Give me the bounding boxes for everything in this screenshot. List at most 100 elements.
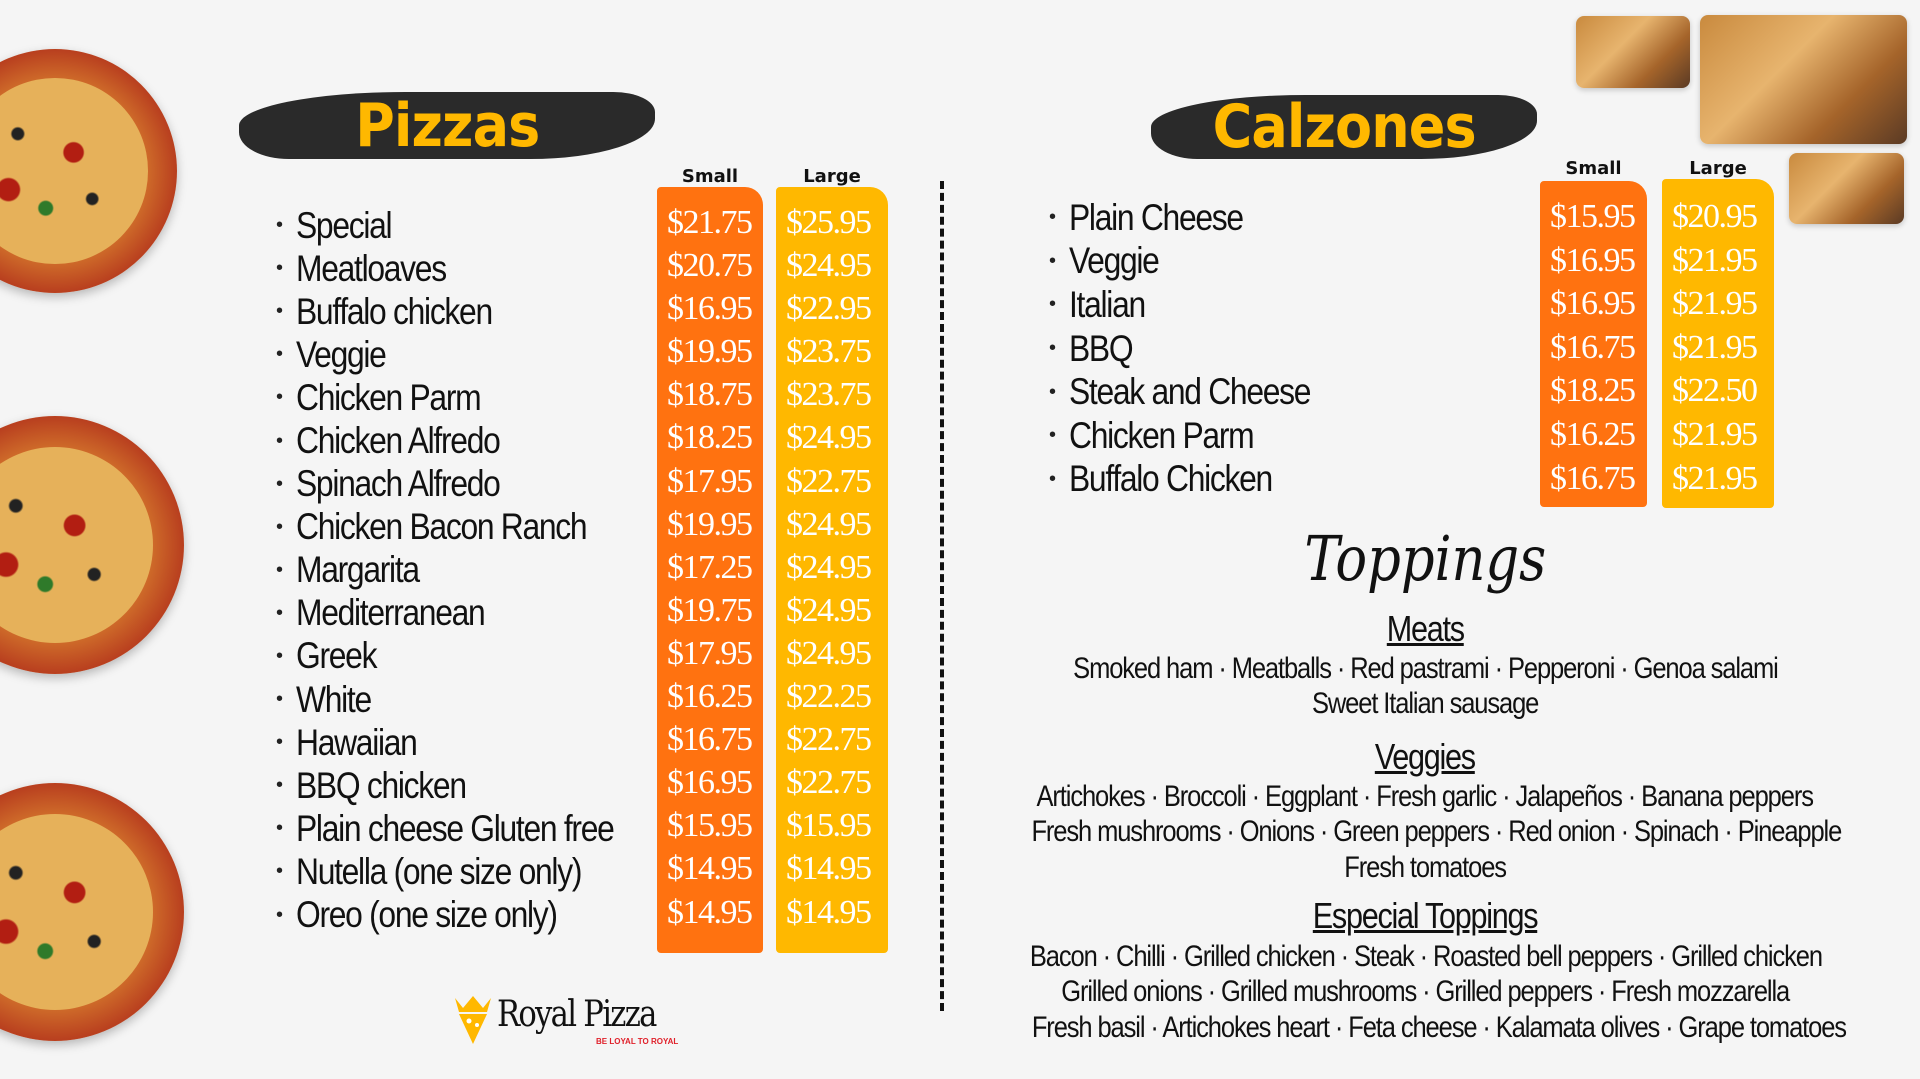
small-price: $19.95 <box>667 505 753 543</box>
calzones-title: Calzones <box>1212 92 1476 162</box>
large-price: $20.95 <box>1672 198 1758 235</box>
pizzas-title: Pizzas <box>354 90 540 161</box>
small-price: $19.75 <box>667 591 753 629</box>
menu-item: • White <box>276 678 665 721</box>
large-price: $22.95 <box>786 290 872 328</box>
veggies-line: Artichokes · Broccoli · Eggplant · Fresh… <box>1036 780 1814 813</box>
menu-item: • Special <box>276 204 665 247</box>
bullet-icon: • <box>1049 337 1057 360</box>
menu-item: • Meatloaves <box>276 247 665 290</box>
large-price: $24.95 <box>786 419 872 457</box>
bullet-icon: • <box>276 343 284 366</box>
small-price: $16.95 <box>667 290 753 328</box>
menu-item: • Chicken Parm <box>276 376 665 419</box>
pizza-list: • Special • Meatloaves • Buffalo chicken • Vegg… <box>276 204 665 937</box>
calzone-list: • Plain Cheese • Veggie • Italian • BBQ • Steak a… <box>1049 196 1349 501</box>
bullet-icon: • <box>276 860 284 883</box>
bullet-icon: • <box>276 386 284 409</box>
small-price: $18.25 <box>667 419 753 457</box>
large-price: $21.95 <box>1672 285 1758 323</box>
especial-line: Grilled onions · Grilled mushrooms · Gri… <box>1061 975 1790 1008</box>
small-price: $16.95 <box>1550 241 1636 279</box>
veggies-heading-wrap: Veggies <box>960 736 1890 778</box>
bullet-icon: • <box>276 817 284 840</box>
menu-item: • Veggie <box>276 333 665 376</box>
small-price: $17.95 <box>667 634 753 672</box>
bullet-icon: • <box>276 257 284 280</box>
item-name: Buffalo Chicken <box>1069 458 1273 500</box>
large-price: $22.75 <box>786 721 872 759</box>
crown-pizza-slice-icon <box>455 996 491 1044</box>
item-name: Meatloaves <box>296 247 447 289</box>
menu-item: • Chicken Parm <box>1049 414 1349 458</box>
menu-item: • Buffalo chicken <box>276 290 665 333</box>
bullet-icon: • <box>276 774 284 797</box>
large-price: $22.50 <box>1672 372 1758 410</box>
bullet-icon: • <box>276 644 284 667</box>
large-price: $24.95 <box>786 505 872 543</box>
large-price: $25.95 <box>786 204 872 241</box>
calzone-photo <box>1700 15 1907 144</box>
calzones-small-header: Small <box>1565 158 1622 179</box>
menu-item: • Buffalo Chicken <box>1049 458 1349 502</box>
menu-item: • BBQ chicken <box>276 764 665 807</box>
pizzas-large-header: Large <box>803 166 861 187</box>
menu-item: • Margarita <box>276 549 665 592</box>
small-price: $17.95 <box>667 462 753 500</box>
large-price: $23.75 <box>786 333 872 371</box>
item-name: Greek <box>296 635 378 677</box>
menu-item: • Greek <box>276 635 665 678</box>
small-price: $16.25 <box>667 678 753 716</box>
meats-heading: Meats <box>1386 608 1465 649</box>
bullet-icon: • <box>276 731 284 754</box>
small-price: $16.75 <box>667 721 753 759</box>
pizza-large-prices: $25.95 $24.95 $22.95 $23.75 $23.75 $24.95 $22.… <box>776 187 888 953</box>
item-name: Special <box>296 204 393 246</box>
pizza-photo <box>0 416 184 674</box>
pizzas-banner: Pizzas <box>239 90 655 161</box>
large-price: $24.95 <box>786 591 872 629</box>
meats-line: Smoked ham · Meatballs · Red pastrami · … <box>1072 652 1779 685</box>
large-price: $23.75 <box>786 376 872 414</box>
calzone-photo <box>1789 153 1904 224</box>
menu-item: • Plain Cheese <box>1049 196 1349 240</box>
item-name: Chicken Parm <box>1069 414 1255 456</box>
small-price: $16.75 <box>1550 328 1636 366</box>
especial-heading: Especial Toppings <box>1312 895 1539 936</box>
menu-item: • Steak and Cheese <box>1049 370 1349 414</box>
toppings-title: Toppings <box>1304 522 1546 595</box>
item-name: White <box>296 678 372 720</box>
item-name: Mediterranean <box>296 592 486 634</box>
bullet-icon: • <box>276 688 284 711</box>
bullet-icon: • <box>1049 467 1057 490</box>
item-name: Hawaiian <box>296 721 418 763</box>
item-name: Buffalo chicken <box>296 290 493 332</box>
bullet-icon: • <box>276 472 284 495</box>
large-price: $14.95 <box>786 893 872 931</box>
large-price: $22.25 <box>786 678 872 716</box>
small-price: $16.75 <box>1550 459 1636 497</box>
menu-item: • Plain cheese Gluten free <box>276 807 665 850</box>
royal-pizza-logo: Royal Pizza BE LOYAL TO ROYAL <box>453 992 688 1052</box>
bullet-icon: • <box>1049 293 1057 316</box>
item-name: Steak and Cheese <box>1069 371 1311 413</box>
bullet-icon: • <box>1049 424 1057 447</box>
calzones-banner: Calzones <box>1151 92 1537 162</box>
item-name: Margarita <box>296 549 420 591</box>
menu-item: • Chicken Alfredo <box>276 419 665 462</box>
small-price: $16.95 <box>1550 285 1636 323</box>
large-price: $21.95 <box>1672 241 1758 279</box>
small-price: $17.25 <box>667 548 753 586</box>
large-price: $21.95 <box>1672 415 1758 453</box>
logo-name: Royal Pizza <box>497 994 657 1035</box>
menu-item: • Veggie <box>1049 240 1349 284</box>
pizza-photo <box>0 783 184 1041</box>
item-name: Chicken Parm <box>296 376 482 418</box>
bullet-icon: • <box>1049 249 1057 272</box>
veggies-line: Fresh mushrooms · Onions · Green peppers… <box>1031 815 1842 848</box>
large-price: $24.95 <box>786 634 872 672</box>
bullet-icon: • <box>276 515 284 538</box>
especial-line: Fresh basil · Artichokes heart · Feta ch… <box>1031 1011 1847 1044</box>
menu-item: • Oreo (one size only) <box>276 894 665 937</box>
calzone-large-prices: $20.95 $21.95 $21.95 $21.95 $22.50 $21.95 $21.… <box>1662 179 1774 508</box>
